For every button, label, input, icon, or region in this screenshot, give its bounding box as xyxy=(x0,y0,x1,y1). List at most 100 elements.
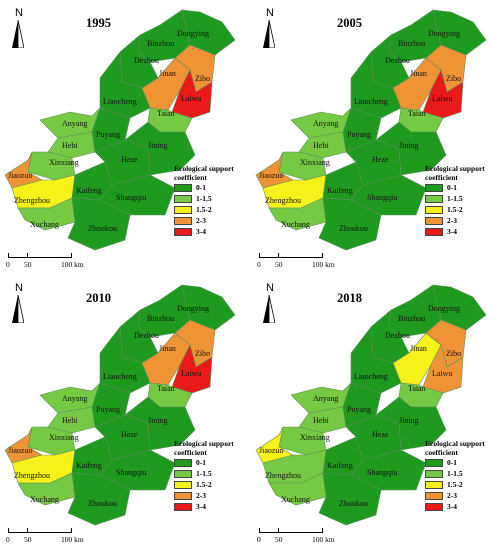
north-label: N xyxy=(15,282,23,294)
city-label-zhengzhou: Zhengzhou xyxy=(14,471,50,480)
legend-swatch xyxy=(174,206,192,214)
scale-label: 50 xyxy=(24,535,32,544)
city-label-laiwu: Laiwu xyxy=(181,369,201,378)
city-label-zhoukou: Zhoukou xyxy=(339,224,368,233)
city-label-shangqiu: Shangqiu xyxy=(116,468,146,477)
city-label-laiwu: Laiwu xyxy=(432,369,452,378)
city-label-xinxiang: Xinxiang xyxy=(300,433,330,442)
map-panel-2010: 2010 N Binzhou Dongying Dezhou Jinan Zibo Laiwu… xyxy=(0,275,251,550)
legend-item: 0-1 xyxy=(174,457,251,468)
map-panel-2005: 2005 N Binzhou Dongying Dezhou Jinan Zibo Laiwu… xyxy=(251,0,502,275)
north-arrow-icon xyxy=(12,20,24,48)
city-label-jiaozuo: Jiaozuo xyxy=(8,446,32,455)
city-label-anyang: Anyang xyxy=(313,119,338,128)
scale-label: 100 km xyxy=(312,260,335,269)
city-label-jiaozuo: Jiaozuo xyxy=(259,446,283,455)
city-label-liaocheng: Liaocheng xyxy=(354,372,388,381)
scale-label: 0 xyxy=(257,260,261,269)
city-label-xinxiang: Xinxiang xyxy=(49,158,79,167)
city-label-anyang: Anyang xyxy=(62,394,87,403)
legend-item: 0-1 xyxy=(425,457,502,468)
city-label-puyang: Puyang xyxy=(347,130,371,139)
legend-swatch xyxy=(174,195,192,203)
city-label-zibo: Zibo xyxy=(446,74,461,83)
city-label-kaifeng: Kaifeng xyxy=(327,186,353,195)
city-label-laiwu: Laiwu xyxy=(432,94,452,103)
city-label-anyang: Anyang xyxy=(313,394,338,403)
scale-bar-tick xyxy=(27,528,28,532)
legend-swatch xyxy=(425,503,443,511)
legend-swatch xyxy=(174,228,192,236)
city-label-laiwu: Laiwu xyxy=(181,94,201,103)
city-label-zhengzhou: Zhengzhou xyxy=(265,196,301,205)
legend-label: 2-3 xyxy=(447,491,457,500)
legend-item: 2-3 xyxy=(425,215,502,226)
legend-title: Ecological support coefficient xyxy=(425,164,502,182)
legend-item: 2-3 xyxy=(425,490,502,501)
legend-item: 3-4 xyxy=(425,226,502,237)
north-arrow: N xyxy=(259,7,285,49)
city-label-heze: Heze xyxy=(121,430,137,439)
city-label-zhengzhou: Zhengzhou xyxy=(14,196,50,205)
map-year-title: 2018 xyxy=(337,291,362,306)
city-label-dongying: Dongying xyxy=(177,29,209,38)
legend-swatch xyxy=(425,481,443,489)
city-label-dongying: Dongying xyxy=(428,29,460,38)
map-year-title: 1995 xyxy=(86,16,111,31)
city-label-kaifeng: Kaifeng xyxy=(76,186,102,195)
legend-swatch xyxy=(174,492,192,500)
legend-swatch xyxy=(174,481,192,489)
city-label-puyang: Puyang xyxy=(347,405,371,414)
city-label-dezhou: Dezhou xyxy=(134,56,159,65)
legend-label: 2-3 xyxy=(196,216,206,225)
city-label-taian: Taian xyxy=(157,384,175,393)
legend-swatch xyxy=(425,217,443,225)
legend-label: 1-1.5 xyxy=(447,194,463,203)
legend-title: Ecological support coefficient xyxy=(425,439,502,457)
map-panel-2018: 2018 N Binzhou Dongying Dezhou Jinan Zibo Laiwu… xyxy=(251,275,502,550)
scale-bar-line xyxy=(8,528,72,533)
legend-label: 3-4 xyxy=(447,227,457,236)
legend-swatch xyxy=(425,459,443,467)
legend-label: 1-1.5 xyxy=(196,194,212,203)
legend-item: 1-1.5 xyxy=(425,193,502,204)
north-arrow: N xyxy=(8,7,34,49)
city-label-xinxiang: Xinxiang xyxy=(49,433,79,442)
legend-label: 1-1.5 xyxy=(447,469,463,478)
scale-label: 100 km xyxy=(61,535,84,544)
city-label-jining: Jining xyxy=(148,141,168,150)
city-label-jining: Jining xyxy=(399,141,419,150)
city-label-heze: Heze xyxy=(372,430,388,439)
legend-label: 0-1 xyxy=(196,458,206,467)
scale-label: 50 xyxy=(24,260,32,269)
legend-swatch xyxy=(425,228,443,236)
legend-label: 2-3 xyxy=(447,216,457,225)
legend-label: 3-4 xyxy=(196,227,206,236)
legend-item: 1.5-2 xyxy=(425,204,502,215)
scale-label: 50 xyxy=(275,260,283,269)
scale-bar-tick xyxy=(278,528,279,532)
legend-item: 1.5-2 xyxy=(174,204,251,215)
legend-swatch xyxy=(425,492,443,500)
city-label-xuchang: Xuchang xyxy=(281,495,310,504)
legend-swatch xyxy=(174,459,192,467)
legend-swatch xyxy=(425,470,443,478)
legend-item: 2-3 xyxy=(174,215,251,226)
city-label-zhoukou: Zhoukou xyxy=(339,499,368,508)
legend-swatch xyxy=(174,217,192,225)
legend-label: 1-1.5 xyxy=(196,469,212,478)
legend-item: 2-3 xyxy=(174,490,251,501)
scale-label: 0 xyxy=(257,535,261,544)
legend-label: 2-3 xyxy=(196,491,206,500)
city-label-shangqiu: Shangqiu xyxy=(116,193,146,202)
scale-bar: 0 50 100 km xyxy=(257,248,357,270)
north-label: N xyxy=(266,7,274,19)
legend-swatch xyxy=(425,206,443,214)
city-label-xuchang: Xuchang xyxy=(281,220,310,229)
legend-label: 3-4 xyxy=(196,502,206,511)
city-label-zhoukou: Zhoukou xyxy=(88,499,117,508)
city-label-liaocheng: Liaocheng xyxy=(354,97,388,106)
city-label-hebi: Hebi xyxy=(313,416,329,425)
city-label-dezhou: Dezhou xyxy=(385,331,410,340)
legend-item: 1.5-2 xyxy=(174,479,251,490)
